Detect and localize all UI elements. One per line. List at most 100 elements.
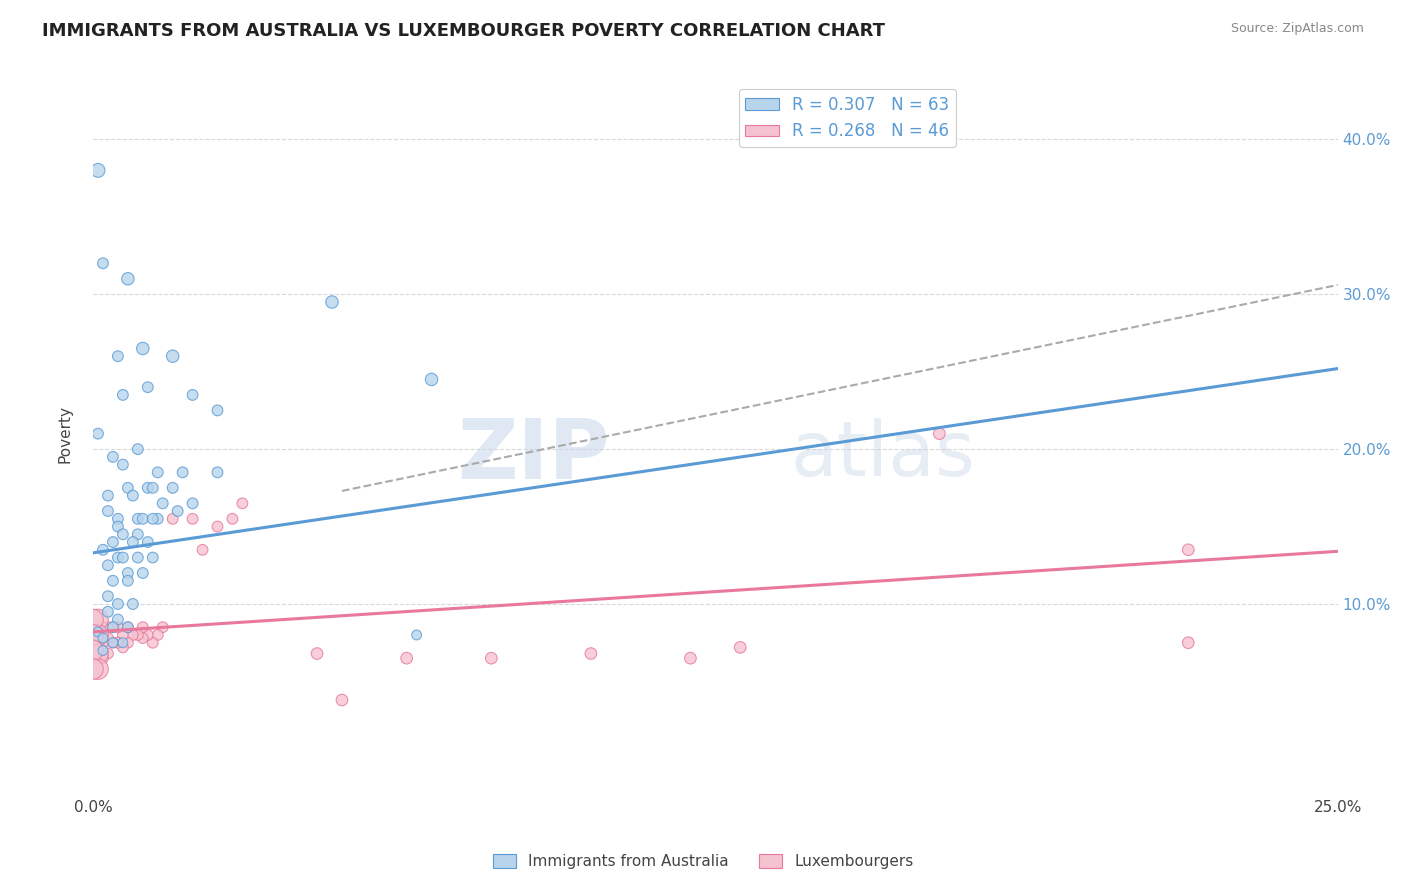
Point [142, 481, 165, 495]
Point [146, 466, 169, 480]
Point [127, 527, 149, 541]
Point [132, 631, 155, 645]
Point [111, 636, 134, 650]
Point [420, 372, 443, 386]
Point [101, 535, 124, 549]
Point [91, 643, 114, 657]
Point [91, 636, 114, 650]
Point [152, 620, 174, 634]
Point [91, 542, 114, 557]
Point [87, 647, 110, 661]
Point [107, 519, 129, 533]
Point [181, 512, 204, 526]
Point [91, 620, 114, 634]
Point [87, 426, 110, 441]
Point [91, 631, 114, 645]
Point [97, 605, 120, 619]
Point [91, 651, 114, 665]
Point [111, 550, 134, 565]
Point [87, 163, 110, 178]
Point [121, 535, 143, 549]
Point [101, 620, 124, 634]
Text: atlas: atlas [790, 418, 974, 492]
Point [579, 647, 602, 661]
Point [97, 589, 120, 603]
Point [181, 388, 204, 402]
Point [111, 527, 134, 541]
Point [132, 566, 155, 580]
Point [82, 612, 104, 626]
Point [101, 574, 124, 588]
Legend: R = 0.307   N = 63, R = 0.268   N = 46: R = 0.307 N = 63, R = 0.268 N = 46 [738, 89, 956, 147]
Point [152, 496, 174, 510]
Point [127, 628, 149, 642]
Point [117, 574, 139, 588]
Point [1177, 636, 1199, 650]
Legend: Immigrants from Australia, Luxembourgers: Immigrants from Australia, Luxembourgers [486, 848, 920, 875]
Y-axis label: Poverty: Poverty [58, 405, 72, 463]
Point [928, 426, 950, 441]
Point [107, 620, 129, 634]
Point [728, 640, 751, 655]
Point [107, 612, 129, 626]
Point [107, 636, 129, 650]
Point [207, 466, 229, 480]
Point [166, 504, 188, 518]
Point [117, 272, 139, 286]
Point [97, 631, 120, 645]
Point [132, 342, 155, 356]
Point [395, 651, 418, 665]
Point [111, 628, 134, 642]
Point [107, 597, 129, 611]
Point [136, 481, 159, 495]
Point [136, 380, 159, 394]
Point [127, 512, 149, 526]
Point [405, 628, 427, 642]
Point [82, 628, 104, 642]
Point [479, 651, 502, 665]
Point [101, 450, 124, 464]
Point [87, 624, 110, 639]
Point [111, 388, 134, 402]
Point [127, 442, 149, 457]
Point [111, 640, 134, 655]
Point [127, 550, 149, 565]
Point [87, 612, 110, 626]
Point [117, 481, 139, 495]
Point [107, 349, 129, 363]
Point [207, 519, 229, 533]
Point [321, 295, 343, 310]
Point [97, 558, 120, 573]
Point [87, 662, 110, 676]
Point [107, 550, 129, 565]
Point [142, 636, 165, 650]
Point [101, 636, 124, 650]
Point [87, 628, 110, 642]
Point [132, 512, 155, 526]
Point [142, 550, 165, 565]
Point [1177, 542, 1199, 557]
Point [679, 651, 702, 665]
Point [162, 512, 184, 526]
Point [121, 597, 143, 611]
Point [330, 693, 353, 707]
Text: Source: ZipAtlas.com: Source: ZipAtlas.com [1230, 22, 1364, 36]
Point [146, 512, 169, 526]
Point [82, 643, 104, 657]
Point [162, 481, 184, 495]
Point [101, 620, 124, 634]
Point [91, 256, 114, 270]
Point [117, 566, 139, 580]
Point [97, 489, 120, 503]
Point [207, 403, 229, 417]
Text: IMMIGRANTS FROM AUSTRALIA VS LUXEMBOURGER POVERTY CORRELATION CHART: IMMIGRANTS FROM AUSTRALIA VS LUXEMBOURGE… [42, 22, 886, 40]
Point [97, 620, 120, 634]
Point [231, 496, 253, 510]
Point [101, 636, 124, 650]
Point [117, 620, 139, 634]
Point [121, 489, 143, 503]
Point [142, 512, 165, 526]
Text: ZIP: ZIP [457, 415, 610, 496]
Point [221, 512, 243, 526]
Point [162, 349, 184, 363]
